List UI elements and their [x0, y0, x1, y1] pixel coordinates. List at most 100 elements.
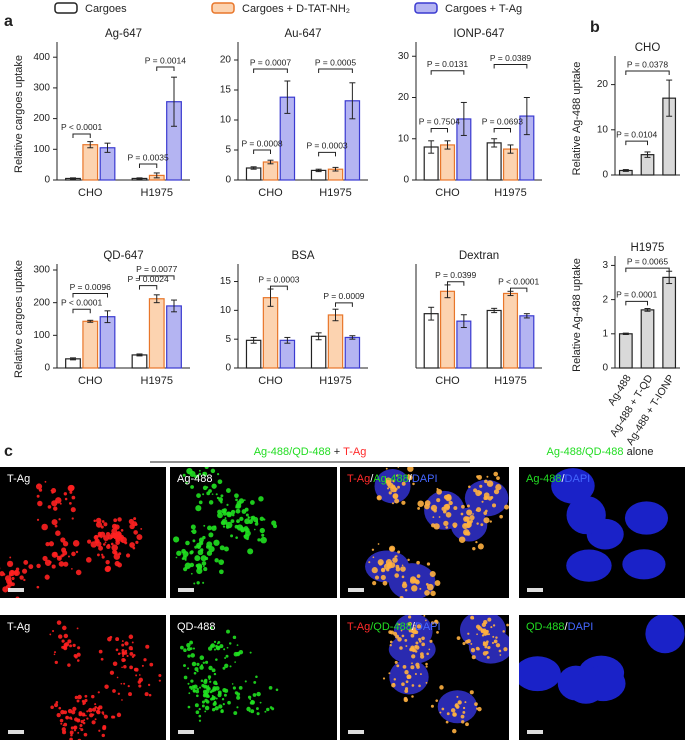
particle — [380, 574, 386, 581]
error-bar — [428, 140, 435, 154]
particle — [387, 482, 394, 489]
significance-bracket — [510, 287, 528, 293]
particle — [62, 625, 67, 631]
particle — [158, 673, 162, 678]
particle — [190, 572, 193, 575]
particle — [236, 695, 241, 700]
particle — [466, 516, 469, 519]
particle — [91, 713, 95, 716]
particle — [196, 460, 202, 466]
micrograph-label: QD-488/DAPI — [526, 621, 593, 633]
particle — [467, 632, 470, 635]
error-bar — [332, 308, 339, 322]
micrograph — [519, 615, 685, 740]
particle — [77, 694, 82, 700]
particle — [398, 623, 401, 626]
particle — [120, 682, 123, 685]
particle — [244, 680, 247, 683]
particle — [137, 680, 142, 684]
particle — [416, 574, 421, 578]
particle — [37, 500, 43, 507]
error-bar — [153, 172, 160, 179]
particle — [189, 640, 193, 645]
particle — [204, 710, 207, 713]
particle — [123, 682, 126, 685]
particle — [199, 686, 201, 689]
particle — [499, 654, 502, 656]
particle — [402, 664, 407, 669]
bar — [502, 292, 519, 369]
panel-label: c — [4, 443, 13, 460]
particle — [416, 624, 422, 629]
particle — [453, 506, 458, 511]
chart-title: CHO — [635, 42, 661, 54]
particle — [133, 667, 138, 672]
particle — [443, 520, 449, 527]
particle — [394, 498, 400, 504]
particle — [82, 721, 86, 725]
particle — [63, 722, 68, 727]
particle — [227, 700, 231, 705]
particle — [86, 717, 89, 720]
particle — [418, 637, 422, 641]
particle — [120, 539, 124, 543]
particle — [70, 507, 76, 513]
particle — [411, 585, 418, 592]
y-tick-label: 200 — [33, 113, 50, 124]
particle — [207, 685, 209, 687]
particle — [226, 503, 229, 506]
particle — [429, 571, 436, 578]
nucleus — [566, 495, 606, 535]
particle — [404, 638, 408, 642]
particle — [77, 731, 80, 734]
bar — [99, 316, 116, 369]
particle — [84, 698, 88, 703]
particle — [371, 548, 375, 551]
particle — [112, 689, 116, 693]
significance-bracket — [625, 300, 648, 306]
particle — [442, 509, 447, 514]
particle — [128, 634, 134, 640]
particle — [247, 695, 252, 699]
particle — [397, 637, 402, 642]
particle — [407, 467, 414, 472]
particle — [217, 473, 220, 476]
p-value: P = 0.0096 — [70, 282, 111, 292]
particle — [98, 649, 103, 654]
particle — [131, 641, 134, 644]
particle — [182, 555, 187, 560]
particle — [206, 550, 213, 556]
particle — [389, 644, 392, 647]
particle — [67, 555, 70, 558]
particle — [201, 700, 206, 704]
particle — [226, 511, 231, 516]
particle — [189, 685, 193, 689]
micrograph-label: Ag-488/DAPI — [526, 473, 590, 485]
particle — [188, 692, 191, 695]
particle — [476, 633, 478, 636]
label-part: T-Ag — [7, 473, 30, 485]
particle — [496, 476, 500, 481]
micrograph-label: Ag-488 — [177, 473, 212, 485]
label-part: / — [370, 621, 374, 633]
particle — [493, 489, 500, 495]
p-value: P = 0.0693 — [482, 117, 523, 127]
particle — [425, 662, 428, 666]
label-part: DAPI — [415, 621, 441, 633]
error-bar — [267, 159, 274, 165]
particle — [376, 495, 382, 501]
particle — [182, 473, 186, 477]
particle — [53, 653, 56, 656]
particle — [253, 680, 257, 684]
particle — [479, 484, 483, 488]
legend-label: Cargoes — [85, 3, 127, 15]
particle — [72, 540, 80, 547]
particle — [238, 686, 243, 690]
p-value: P = 0.0035 — [128, 152, 169, 162]
particle — [186, 647, 191, 652]
particle — [127, 684, 130, 688]
y-tick-label: 20 — [597, 79, 609, 90]
micrograph-label: T-Ag/QD-488/DAPI — [347, 621, 441, 633]
particle — [199, 655, 205, 660]
particle — [149, 662, 154, 667]
